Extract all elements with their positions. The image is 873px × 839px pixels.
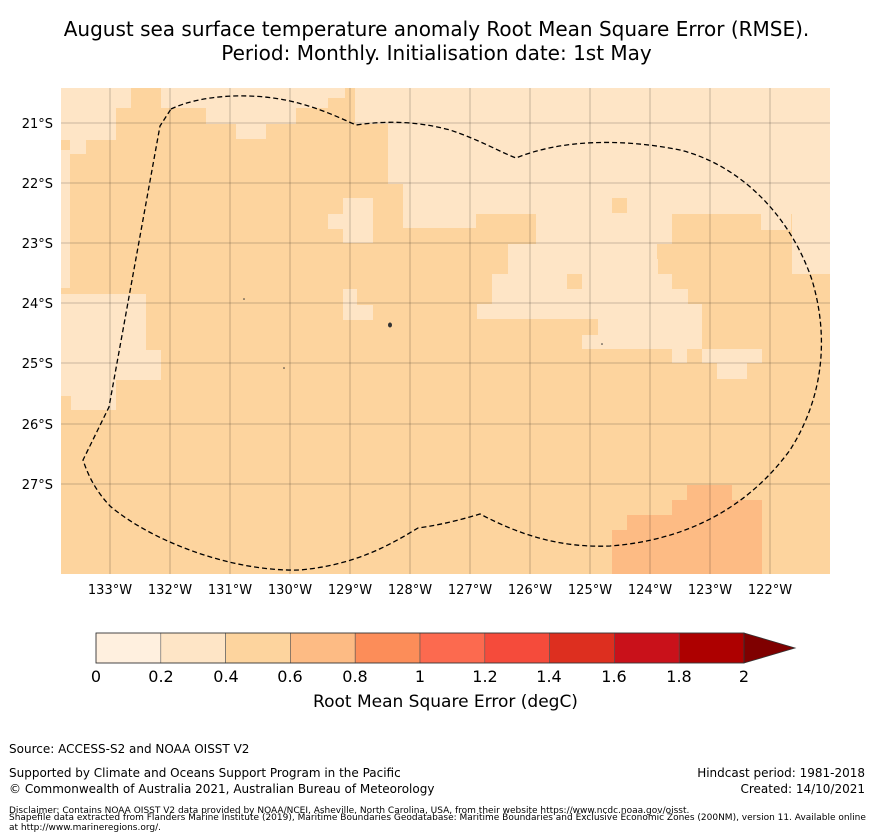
lat-label: 27°S: [22, 478, 53, 493]
eez-boundary: [82, 95, 823, 571]
hindcast-period: Hindcast period: 1981-2018: [697, 766, 865, 780]
lon-label: 128°W: [388, 583, 432, 598]
lon-label: 123°W: [688, 583, 732, 598]
map-title-line2: Period: Monthly. Initialisation date: 1s…: [221, 41, 652, 65]
rmse-class-0.6-0.8-region: [612, 485, 762, 574]
supported-text: Supported by Climate and Oceans Support …: [9, 766, 401, 780]
map-title-line1: August sea surface temperature anomaly R…: [63, 17, 810, 41]
rmse-class-0.2-0.4-regions: [61, 88, 830, 410]
colorbar-swatch: [95, 632, 162, 664]
colorbar-tick: 0.4: [213, 667, 238, 686]
colorbar-swatch: [549, 632, 615, 664]
colorbar-swatch: [419, 632, 486, 664]
colorbar-swatch: [484, 632, 550, 664]
colorbar-outline: [95, 632, 745, 664]
disclaimer-line2: Shapefile data extracted from Flanders M…: [9, 813, 866, 833]
rmse-map: 21°S 22°S 23°S 24°S 25°S 26°S 27°S 133°W…: [22, 88, 830, 598]
lat-label: 21°S: [22, 117, 53, 132]
colorbar: 0 0.2 0.4 0.6 0.8 1 1.2 1.4 1.6 1.8 2: [91, 632, 797, 686]
source-text: Source: ACCESS-S2 and NOAA OISST V2: [9, 742, 250, 756]
colorbar-tick: 0.6: [277, 667, 302, 686]
lat-label: 22°S: [22, 177, 53, 192]
map-gridlines: [61, 88, 830, 574]
colorbar-swatch: [225, 632, 291, 664]
lon-label: 129°W: [328, 583, 372, 598]
lat-label: 24°S: [22, 297, 53, 312]
colorbar-swatch: [354, 632, 421, 664]
lat-label: 23°S: [22, 237, 53, 252]
colorbar-tick: 1.4: [536, 667, 561, 686]
lon-label: 124°W: [628, 583, 672, 598]
colorbar-tick: 0.8: [342, 667, 367, 686]
colorbar-tick: 2: [739, 667, 749, 686]
islands: [243, 298, 603, 369]
colorbar-tick: 1: [415, 667, 425, 686]
lat-label: 26°S: [22, 418, 53, 433]
lon-label: 125°W: [568, 583, 612, 598]
colorbar-swatch: [160, 632, 226, 664]
colorbar-swatch: [678, 632, 745, 664]
colorbar-swatch: [614, 632, 680, 664]
colorbar-swatches: [95, 632, 745, 664]
disclaimer-line1: Disclaimer: Contains NOAA OISST V2 data …: [9, 806, 690, 816]
colorbar-ticks: 0 0.2 0.4 0.6 0.8 1 1.2 1.4 1.6 1.8 2: [91, 667, 749, 686]
lon-label: 126°W: [508, 583, 552, 598]
lon-label: 131°W: [208, 583, 252, 598]
created-date: Created: 14/10/2021: [740, 782, 865, 796]
rmse-class-0.4-0.6-patches: [567, 198, 717, 335]
longitude-labels: 133°W 132°W 131°W 130°W 129°W 128°W 127°…: [88, 583, 792, 598]
copyright-text: © Commonwealth of Australia 2021, Austra…: [9, 782, 435, 796]
colorbar-tick: 1.2: [472, 667, 497, 686]
colorbar-tick: 0: [91, 667, 101, 686]
lon-label: 127°W: [448, 583, 492, 598]
colorbar-extend-arrow: [743, 632, 797, 664]
lat-label: 25°S: [22, 357, 53, 372]
lon-label: 122°W: [748, 583, 792, 598]
lon-label: 130°W: [268, 583, 312, 598]
latitude-labels: 21°S 22°S 23°S 24°S 25°S 26°S 27°S: [22, 117, 53, 493]
lon-label: 132°W: [148, 583, 192, 598]
colorbar-swatch: [290, 632, 356, 664]
colorbar-tick: 1.6: [601, 667, 626, 686]
lon-label: 133°W: [88, 583, 132, 598]
colorbar-tick: 1.8: [666, 667, 691, 686]
colorbar-tick: 0.2: [148, 667, 173, 686]
colorbar-label: Root Mean Square Error (degC): [313, 692, 578, 712]
